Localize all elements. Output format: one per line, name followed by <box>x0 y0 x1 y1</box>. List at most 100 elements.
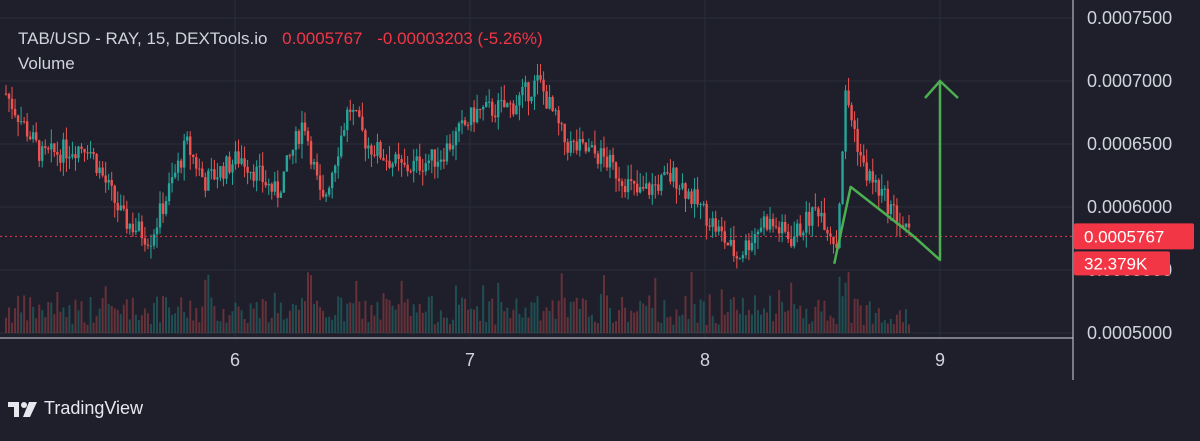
candle-body <box>246 166 249 173</box>
volume-bar <box>847 271 850 333</box>
volume-bar <box>690 271 693 333</box>
volume-bar <box>593 321 596 333</box>
volume-bar <box>361 318 364 333</box>
candle-body <box>89 151 92 154</box>
candle-body <box>777 227 781 234</box>
candle-body <box>19 121 23 123</box>
volume-bar <box>210 297 213 333</box>
volume-bar <box>750 314 753 333</box>
candle-body <box>811 207 814 226</box>
volume-bar <box>744 315 747 333</box>
volume-bar <box>630 310 633 333</box>
volume-bar <box>548 311 551 333</box>
volume-tag-label: 32.379K <box>1084 254 1148 273</box>
candle-body <box>59 154 62 163</box>
volume-bar <box>826 320 829 333</box>
volume-bar <box>461 297 464 333</box>
volume-bar <box>195 307 198 333</box>
volume-bar <box>334 315 337 333</box>
volume-bar <box>835 324 838 333</box>
volume-bar <box>234 302 237 333</box>
volume-bar <box>358 301 361 333</box>
candle-body <box>131 223 135 233</box>
volume-bar <box>92 322 95 333</box>
volume-bar <box>868 301 871 333</box>
candle-body <box>859 151 862 156</box>
volume-bar <box>231 311 234 333</box>
volume-bar <box>355 280 358 333</box>
volume-bar <box>766 312 769 333</box>
volume-bar <box>400 280 403 333</box>
candle-body <box>288 155 292 157</box>
candle-body <box>484 102 488 107</box>
candle-body <box>189 136 192 155</box>
volume-bar <box>479 320 482 333</box>
volume-bar <box>560 273 563 333</box>
volume-bar <box>23 295 26 333</box>
candle-body <box>204 177 207 191</box>
volume-bar <box>207 274 210 333</box>
candle-body <box>346 109 349 131</box>
volume-bar <box>59 311 62 333</box>
volume-bar <box>844 282 847 333</box>
volume-bar <box>569 301 572 333</box>
candle-body <box>306 131 310 141</box>
candle-body <box>841 151 844 204</box>
candle-body <box>173 172 177 178</box>
candle-body <box>850 105 853 121</box>
candle-body <box>442 159 446 162</box>
volume-bar <box>778 290 781 333</box>
candle-body <box>732 240 736 257</box>
candle-body <box>678 188 681 190</box>
candle-body <box>907 223 911 228</box>
volume-bar <box>705 324 708 333</box>
volume-bar <box>464 298 467 333</box>
candle-body <box>602 148 606 157</box>
candle-body <box>693 189 696 204</box>
candle-body <box>406 164 409 172</box>
candle-body <box>639 187 642 193</box>
volume-bar <box>421 312 424 333</box>
tradingview-brand[interactable]: TradingView <box>8 398 143 419</box>
volume-bar <box>113 308 116 333</box>
candle-body <box>491 101 494 116</box>
volume-bar <box>427 296 430 333</box>
volume-bar <box>907 324 910 333</box>
candle-body <box>581 139 585 143</box>
volume-bar <box>551 300 554 333</box>
candle-body <box>309 140 313 165</box>
volume-bar <box>237 306 240 333</box>
candle-body <box>705 203 708 226</box>
tradingview-logo-icon <box>8 401 37 417</box>
candle-body <box>862 155 865 163</box>
volume-bar <box>445 317 448 333</box>
candle-body <box>158 203 162 228</box>
candle-body <box>472 107 476 123</box>
candle-body <box>267 183 270 186</box>
volume-bar <box>270 317 273 333</box>
volume-bar <box>8 307 11 333</box>
candle-body <box>427 160 430 164</box>
candle-body <box>663 172 666 176</box>
candle-body <box>614 162 618 179</box>
candle-body <box>56 151 59 155</box>
volume-bar <box>11 322 14 333</box>
volume-bar <box>222 309 225 333</box>
candle-body <box>593 145 597 154</box>
volume-bar <box>143 308 146 333</box>
candle-body <box>207 170 210 191</box>
volume-bar <box>32 306 35 333</box>
volume-bar <box>322 310 325 333</box>
candle-body <box>279 192 283 198</box>
candle-body <box>717 226 720 232</box>
candle-body <box>110 180 113 186</box>
candle-body <box>361 116 364 131</box>
volume-bar <box>717 324 720 333</box>
volume-bar <box>189 300 192 333</box>
time-tick-label: 6 <box>230 350 240 370</box>
candle-body <box>744 240 748 256</box>
volume-bar <box>672 324 675 333</box>
candle-body <box>164 201 168 214</box>
volume-bar <box>14 308 17 333</box>
